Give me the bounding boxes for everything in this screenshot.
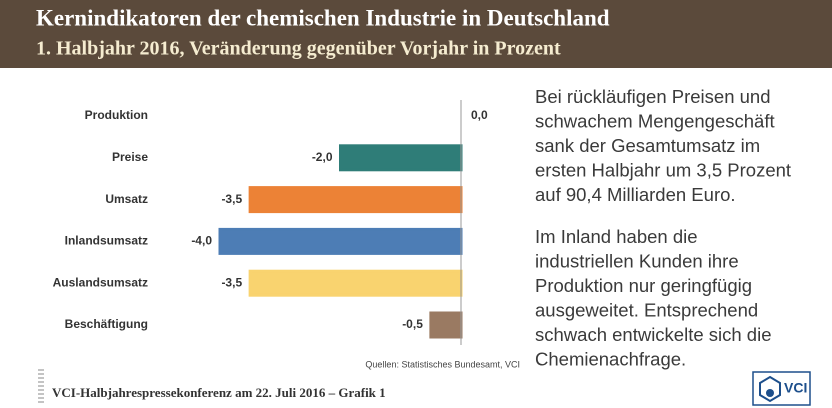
value-label: -0,5: [402, 317, 423, 331]
paragraph-line: sank der Gesamtumsatz im: [535, 135, 760, 156]
category-label: Inlandsumsatz: [65, 234, 148, 248]
chart-title: Kernindikatoren der chemischen Industrie…: [36, 5, 610, 30]
value-label: -2,0: [312, 150, 333, 164]
value-label: -4,0: [191, 234, 212, 248]
bar: [248, 269, 463, 297]
category-label: Beschäftigung: [65, 317, 148, 331]
category-label: Preise: [112, 150, 148, 164]
bar: [248, 186, 463, 214]
paragraph-line: Chemienachfrage.: [535, 348, 686, 369]
value-label: 0,0: [471, 108, 488, 122]
paragraph-line: Produktion nur geringfügig: [535, 275, 752, 296]
category-label: Umsatz: [105, 192, 148, 206]
paragraph-line: schwach entwickelte sich die: [535, 324, 772, 345]
paragraph-line: industriellen Kunden ihre: [535, 250, 739, 271]
bar: [339, 144, 463, 172]
chart-subtitle: 1. Halbjahr 2016, Veränderung gegenüber …: [36, 38, 561, 60]
paragraph-line: Bei rückläufigen Preisen und: [535, 86, 771, 107]
paragraph-line: auf 90,4 Milliarden Euro.: [535, 184, 736, 205]
footer-hatch: [38, 369, 44, 403]
bar: [429, 311, 463, 339]
paragraph-line: Im Inland haben die: [535, 226, 698, 247]
footer-text: VCI-Halbjahrespressekonferenz am 22. Jul…: [52, 385, 386, 400]
logo-text: VCI: [784, 380, 807, 396]
paragraph-line: ausgeweitet. Entsprechend: [535, 299, 758, 320]
bar: [218, 227, 463, 255]
value-label: -3,5: [221, 192, 242, 206]
value-label: -3,5: [221, 275, 242, 289]
logo: VCI: [752, 371, 811, 406]
source: Quellen: Statistisches Bundesamt, VCI: [365, 359, 520, 369]
paragraph-line: ersten Halbjahr um 3,5 Prozent: [535, 159, 791, 180]
header-band: [0, 0, 832, 68]
category-label: Produktion: [85, 108, 148, 122]
paragraph-line: schwachem Mengengeschäft: [535, 110, 775, 131]
category-label: Auslandsumsatz: [53, 275, 148, 289]
